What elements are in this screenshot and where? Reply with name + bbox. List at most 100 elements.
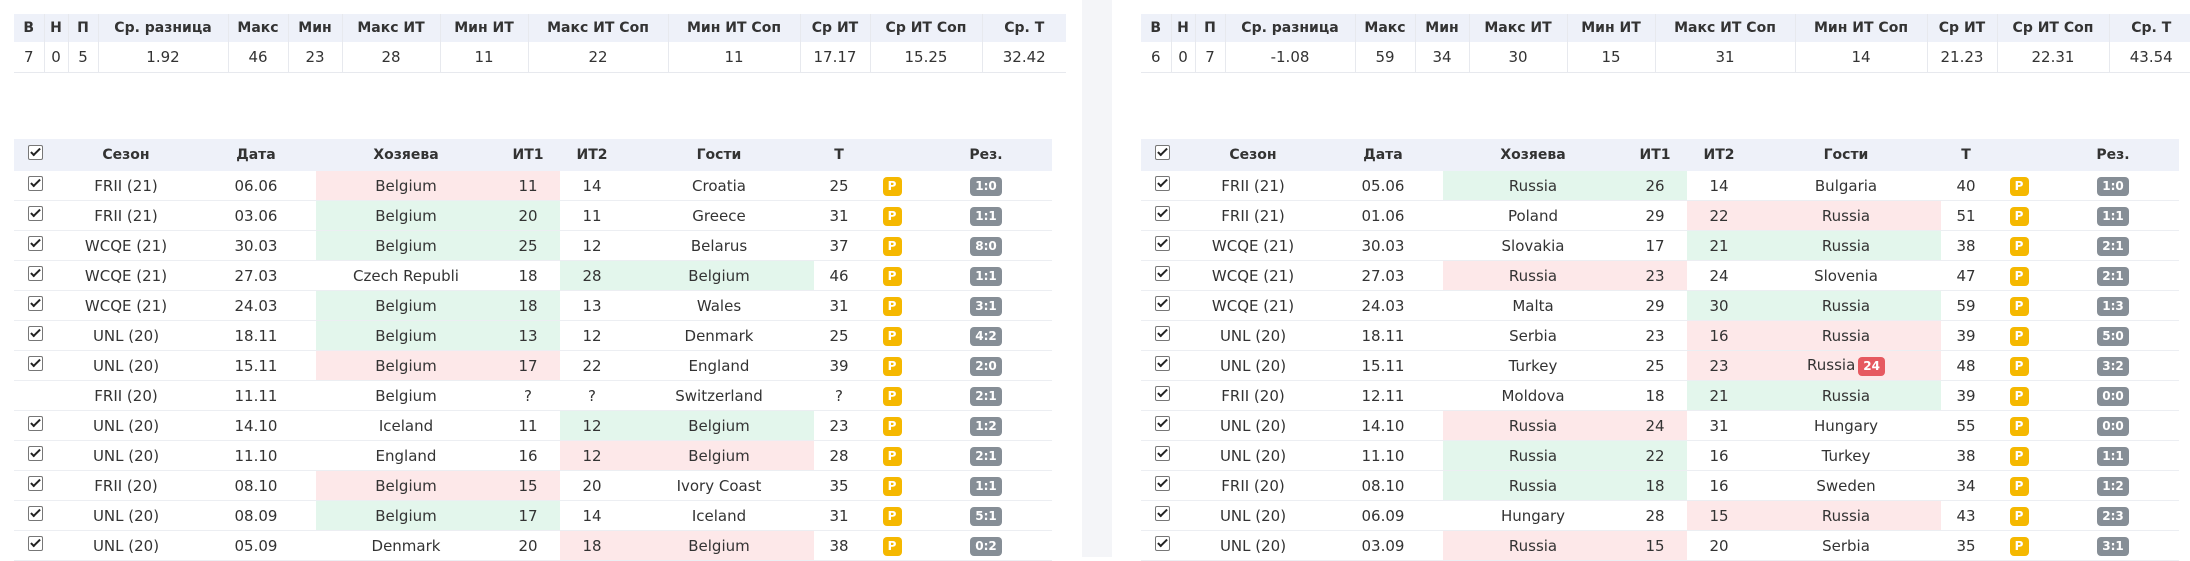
checkbox-icon[interactable] [27,175,43,191]
p-badge-cell[interactable]: P [864,260,920,291]
match-row[interactable]: UNL (20) 05.09 Denmark 20 18 Belgium 38 P 0:2 [14,530,1052,561]
away-team-cell[interactable]: Slovenia [1751,260,1941,291]
p-badge-cell[interactable]: P [864,290,920,321]
home-team-cell[interactable]: Russia [1443,171,1623,201]
row-select-cell[interactable] [1141,350,1183,381]
row-select-cell[interactable] [14,380,56,411]
p-badge-cell[interactable]: P [1991,320,2047,351]
p-badge-cell[interactable]: P [864,230,920,261]
row-select-cell[interactable] [14,290,56,321]
match-row[interactable]: WCQE (21) 27.03 Russia 23 24 Slovenia 47 P 2:1 [1141,260,2179,291]
p-badge[interactable]: P [2009,236,2029,256]
row-select-cell[interactable] [1141,380,1183,411]
p-badge[interactable]: P [882,416,902,436]
home-team-cell[interactable]: Czech Republi [316,260,496,291]
p-badge[interactable]: P [2009,206,2029,226]
home-team-cell[interactable]: Denmark [316,530,496,561]
checkbox-icon[interactable] [1154,325,1170,341]
checkbox-icon[interactable] [1154,475,1170,491]
match-row[interactable]: FRII (21) 03.06 Belgium 20 11 Greece 31 P 1:1 [14,200,1052,231]
p-badge-cell[interactable]: P [864,470,920,501]
checkbox-icon[interactable] [1154,295,1170,311]
p-badge-cell[interactable]: P [1991,440,2047,471]
p-badge[interactable]: P [882,206,902,226]
match-row[interactable]: FRII (20) 11.11 Belgium?? Switzerland? P 2:1 [14,380,1052,411]
p-badge[interactable]: P [882,266,902,286]
p-badge[interactable]: P [2009,476,2029,496]
checkbox-icon[interactable] [1154,235,1170,251]
row-select-cell[interactable] [14,171,56,201]
checkbox-icon[interactable] [27,295,43,311]
row-select-cell[interactable] [14,320,56,351]
row-select-cell[interactable] [1141,200,1183,231]
p-badge[interactable]: P [882,476,902,496]
row-select-cell[interactable] [14,260,56,291]
match-row[interactable]: WCQE (21) 24.03 Malta 29 30 Russia 59 P 1:3 [1141,290,2179,321]
p-badge-cell[interactable]: P [1991,470,2047,501]
p-badge-cell[interactable]: P [864,380,920,411]
p-badge[interactable]: P [882,506,902,526]
away-team-cell[interactable]: Greece [624,200,814,231]
match-row[interactable]: FRII (20) 08.10 Russia 18 16 Sweden 34 P 1:2 [1141,470,2179,501]
p-badge-cell[interactable]: P [1991,260,2047,291]
p-badge[interactable]: P [2009,446,2029,466]
p-badge[interactable]: P [2009,176,2029,196]
home-team-cell[interactable]: Moldova [1443,380,1623,411]
away-team-cell[interactable]: Bulgaria [1751,171,1941,201]
away-team-cell[interactable]: Wales [624,290,814,321]
checkbox-icon[interactable] [1154,535,1170,551]
p-badge[interactable]: P [2009,536,2029,556]
checkbox-icon[interactable] [1154,175,1170,191]
home-team-cell[interactable]: Slovakia [1443,230,1623,261]
p-badge-cell[interactable]: P [1991,500,2047,531]
p-badge-cell[interactable]: P [1991,171,2047,201]
p-badge-cell[interactable]: P [1991,350,2047,381]
p-badge[interactable]: P [882,326,902,346]
row-select-cell[interactable] [14,530,56,561]
checkbox-icon[interactable] [1154,355,1170,371]
away-team-cell[interactable]: Russia [1751,230,1941,261]
select-all-header[interactable] [14,139,56,171]
away-team-cell[interactable]: England [624,350,814,381]
home-team-cell[interactable]: Belgium [316,290,496,321]
checkbox-icon[interactable] [1154,205,1170,221]
away-team-cell[interactable]: Switzerland [624,380,814,411]
home-team-cell[interactable]: Serbia [1443,320,1623,351]
p-badge-cell[interactable]: P [1991,230,2047,261]
home-team-cell[interactable]: Russia [1443,530,1623,561]
home-team-cell[interactable]: England [316,440,496,471]
p-badge-cell[interactable]: P [1991,380,2047,411]
home-team-cell[interactable]: Russia [1443,440,1623,471]
p-badge-cell[interactable]: P [1991,530,2047,561]
away-team-cell[interactable]: Russia [1751,290,1941,321]
match-row[interactable]: WCQE (21) 24.03 Belgium 18 13 Wales 31 P 3:1 [14,290,1052,321]
row-select-cell[interactable] [1141,320,1183,351]
checkbox-icon[interactable] [27,325,43,341]
checkbox-icon[interactable] [27,535,43,551]
p-badge-cell[interactable]: P [864,410,920,441]
row-select-cell[interactable] [14,440,56,471]
away-team-cell[interactable]: Russia [1751,320,1941,351]
row-select-cell[interactable] [1141,410,1183,441]
checkbox-icon[interactable] [27,415,43,431]
p-badge[interactable]: P [882,386,902,406]
away-team-cell[interactable]: Russia [1751,200,1941,231]
away-team-cell[interactable]: Hungary [1751,410,1941,441]
row-select-cell[interactable] [1141,230,1183,261]
p-badge[interactable]: P [882,296,902,316]
match-row[interactable]: UNL (20) 11.10 England 16 12 Belgium 28 P 2:1 [14,440,1052,471]
p-badge-cell[interactable]: P [864,200,920,231]
away-team-cell[interactable]: Belgium [624,440,814,471]
row-select-cell[interactable] [14,410,56,441]
home-team-cell[interactable]: Malta [1443,290,1623,321]
p-badge[interactable]: P [882,176,902,196]
row-select-cell[interactable] [14,350,56,381]
p-badge-cell[interactable]: P [864,320,920,351]
match-row[interactable]: UNL (20) 18.11 Belgium 13 12 Denmark 25 P 4:2 [14,320,1052,351]
away-team-cell[interactable]: Denmark [624,320,814,351]
home-team-cell[interactable]: Belgium [316,200,496,231]
row-select-cell[interactable] [1141,290,1183,321]
match-row[interactable]: UNL (20) 15.11 Turkey 25 23 Russia 24 48 P 3:2 [1141,350,2179,381]
checkbox-icon[interactable] [1154,385,1170,401]
select-all-header[interactable] [1141,139,1183,171]
